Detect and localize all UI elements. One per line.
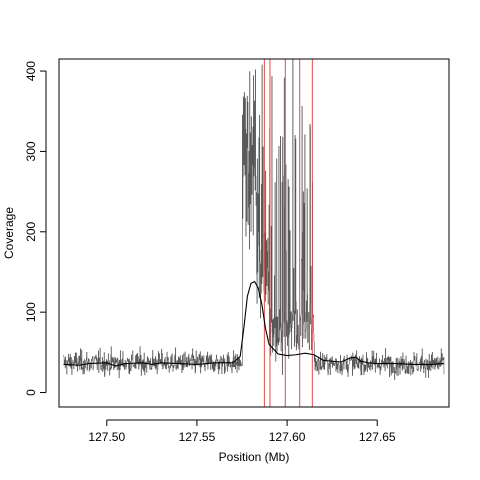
- raw-coverage-line: [63, 59, 445, 380]
- x-tick-label: 127.55: [179, 430, 216, 444]
- plot-frame: [58, 58, 450, 408]
- x-tick-label: 127.65: [359, 430, 396, 444]
- x-tick-label: 127.60: [269, 430, 306, 444]
- y-tick-label: 200: [24, 221, 38, 241]
- y-tick-label: 0: [24, 389, 38, 396]
- raw-coverage-series: [63, 59, 445, 380]
- x-axis-title: Position (Mb): [219, 450, 290, 464]
- y-tick-label: 400: [24, 61, 38, 81]
- y-axis: 0 100 200 300 400: [24, 61, 47, 396]
- y-tick-label: 300: [24, 141, 38, 161]
- smoothed-coverage-line: [63, 280, 444, 367]
- x-axis: 127.50 127.55 127.60 127.65: [88, 419, 396, 444]
- smoothed-coverage-series: [63, 280, 444, 367]
- y-tick-label: 100: [24, 302, 38, 322]
- x-tick-label: 127.50: [88, 430, 125, 444]
- y-axis-title: Coverage: [2, 207, 16, 259]
- marker-lines: [263, 59, 313, 407]
